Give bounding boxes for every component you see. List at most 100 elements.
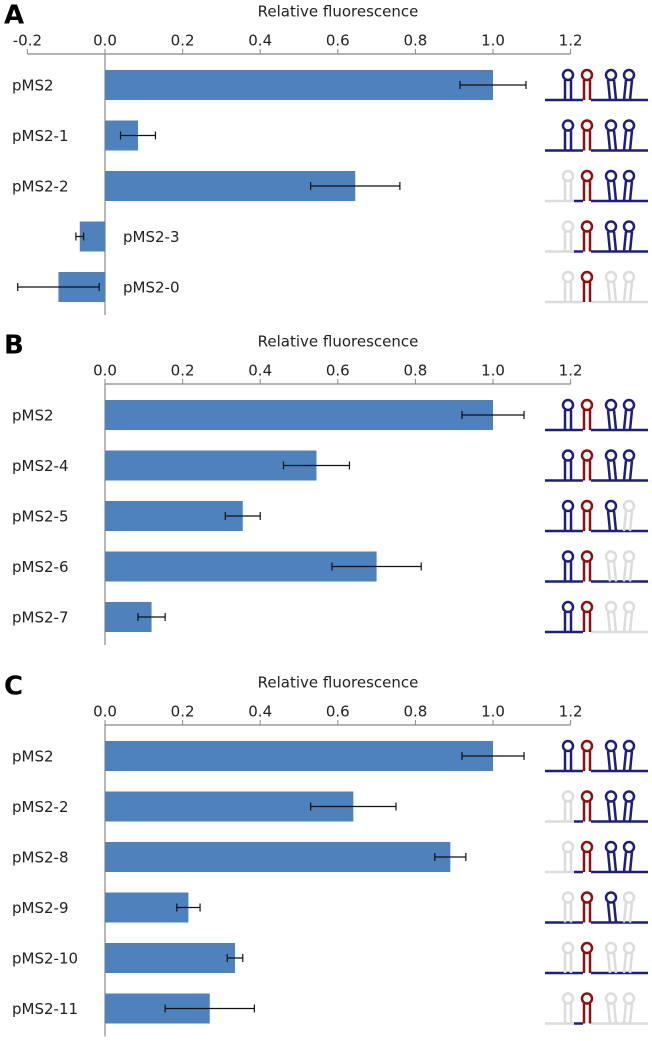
hairpin (606, 750, 618, 772)
construct-icon (545, 600, 648, 634)
hairpin (582, 852, 592, 872)
construct-icon (545, 68, 648, 102)
x-tick-label: 0.6 (326, 703, 350, 721)
hairpin (563, 852, 573, 872)
x-axis-title: Relative fluorescence (258, 3, 419, 21)
hairpin-loop (622, 398, 636, 412)
category-label: pMS2-11 (12, 1000, 78, 1018)
hairpin (622, 180, 634, 202)
hairpin-loop (622, 119, 636, 132)
hairpin (622, 611, 634, 633)
x-tick-label: 0.4 (248, 362, 272, 380)
hairpin (606, 409, 618, 431)
bar (105, 501, 243, 531)
hairpin-loop (580, 169, 594, 183)
hairpin-loop (622, 739, 636, 753)
x-tick-label: 1.2 (559, 32, 583, 50)
hairpin-loop (622, 891, 636, 904)
hairpin (606, 510, 618, 532)
x-tick-label: 0.2 (171, 703, 195, 721)
error-bar (17, 283, 100, 291)
bar (105, 70, 493, 100)
error-bar (224, 512, 261, 520)
x-axis-title: Relative fluorescence (258, 333, 419, 351)
hairpin (563, 751, 573, 771)
hairpin (582, 953, 592, 973)
hairpin (606, 231, 618, 252)
x-tick-label: 0.8 (403, 703, 427, 721)
hairpin (582, 282, 592, 302)
hairpin-loop (604, 840, 618, 854)
x-tick-label: 0.6 (326, 32, 350, 50)
hairpin-loop (580, 68, 594, 82)
hairpin (622, 460, 634, 481)
error-bar (461, 411, 525, 419)
bar (105, 842, 451, 872)
hairpin (582, 511, 592, 531)
x-tick-label: 1.2 (559, 362, 583, 380)
hairpin-loop (580, 449, 594, 462)
hairpin (606, 1003, 618, 1024)
error-bar (461, 752, 525, 760)
bar (105, 400, 493, 430)
hairpin (606, 281, 618, 303)
hairpin (582, 902, 592, 923)
error-bar (226, 954, 244, 962)
category-label: pMS2-1 (12, 127, 68, 145)
hairpin-loop (604, 941, 618, 955)
category-label: pMS2-2 (12, 178, 68, 196)
x-tick-label: 0.2 (171, 32, 195, 50)
hairpin-loop (580, 891, 594, 904)
hairpin-loop (561, 449, 575, 462)
hairpin (563, 410, 573, 430)
error-bar (282, 461, 351, 470)
hairpin (606, 130, 618, 151)
construct-icon (545, 169, 648, 203)
hairpin-loop (604, 169, 618, 183)
hairpin (563, 511, 573, 531)
hairpin-loop (604, 739, 618, 753)
hairpin-loop (604, 790, 618, 803)
category-label: pMS2 (12, 748, 54, 766)
hairpin-loop (622, 220, 636, 233)
hairpin (563, 282, 573, 302)
hairpin-loop (604, 270, 618, 284)
construct-icon (545, 220, 648, 253)
x-axis-title: Relative fluorescence (258, 674, 419, 692)
hairpin-loop (580, 119, 594, 132)
category-label: pMS2-9 (12, 899, 68, 917)
hairpin-loop (604, 119, 618, 132)
error-bar (459, 81, 527, 89)
error-bar (434, 853, 467, 861)
construct-icon (545, 398, 648, 432)
hairpin (563, 181, 573, 201)
category-label: pMS2-7 (12, 609, 68, 627)
hairpin-loop (580, 600, 594, 614)
hairpin (582, 460, 592, 481)
category-label: pMS2 (12, 77, 54, 95)
hairpin (622, 750, 634, 772)
hairpin-loop (561, 398, 575, 412)
hairpin (606, 611, 618, 633)
category-label: pMS2-4 (12, 457, 68, 475)
category-label: pMS2-6 (12, 558, 68, 576)
hairpin (622, 851, 634, 873)
hairpin (582, 410, 592, 430)
bar (105, 551, 377, 582)
hairpin (606, 180, 618, 202)
hairpin (622, 79, 634, 101)
hairpin-loop (580, 550, 594, 563)
hairpin-loop (604, 398, 618, 412)
error-bar (176, 903, 201, 912)
hairpin (582, 181, 592, 201)
hairpin (606, 79, 618, 101)
x-tick-label: 0.0 (93, 703, 117, 721)
hairpin-loop (580, 790, 594, 803)
construct-icon (545, 270, 648, 304)
hairpin (563, 953, 573, 973)
error-bar (75, 232, 85, 241)
hairpin-loop (604, 68, 618, 82)
construct-icon (545, 941, 648, 975)
error-bar (310, 802, 397, 811)
